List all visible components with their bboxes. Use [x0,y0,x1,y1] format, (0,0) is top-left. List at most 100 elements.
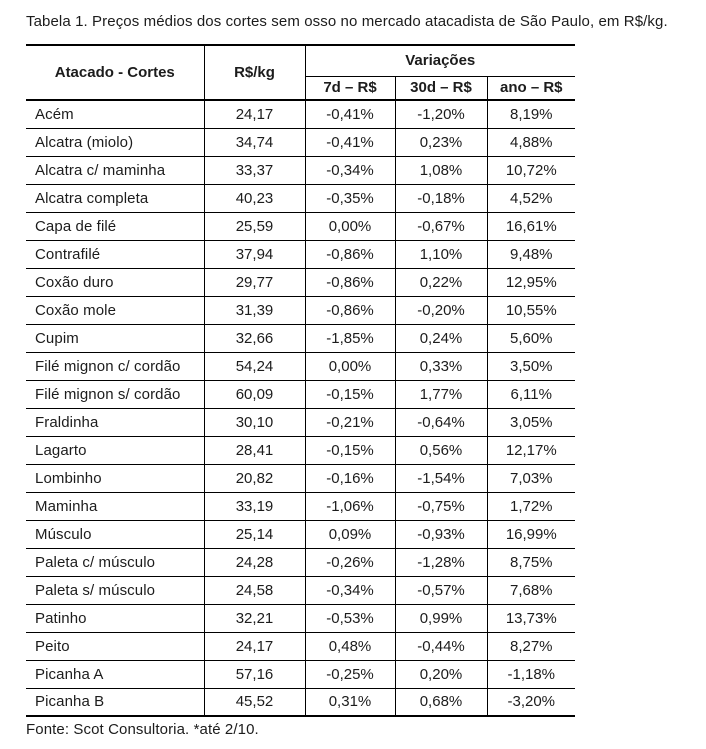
cut-name-cell: Peito [26,632,204,661]
variation-7d-cell: -0,16% [304,464,395,493]
table-row: Alcatra completa 40,23 -0,35% -0,18% 4,5… [26,184,576,213]
variation-30d-cell: 0,20% [394,660,487,689]
variation-7d-cell: -0,41% [304,100,395,129]
variation-year-cell: -1,18% [486,660,576,689]
variation-7d-cell: -0,41% [304,128,395,157]
table-row: Acém 24,17 -0,41% -1,20% 8,19% [26,100,576,129]
variation-year-cell: 8,19% [486,100,576,129]
variation-7d-cell: 0,48% [304,632,395,661]
header-variations-group: Variações [304,45,576,77]
variation-year-cell: 4,52% [486,184,576,213]
price-cell: 24,17 [203,100,305,129]
variation-7d-cell: -0,25% [304,660,395,689]
variation-year-cell: 12,17% [486,436,576,465]
price-cell: 37,94 [203,240,305,269]
price-cell: 31,39 [203,296,305,325]
table-row: Filé mignon c/ cordão 54,24 0,00% 0,33% … [26,352,576,381]
variation-30d-cell: -0,75% [394,492,487,521]
price-cell: 24,28 [203,548,305,577]
table-body: Acém 24,17 -0,41% -1,20% 8,19% Alcatra (… [26,100,576,717]
variation-year-cell: 7,03% [486,464,576,493]
cut-name-cell: Capa de filé [26,212,204,241]
table-row: Cupim 32,66 -1,85% 0,24% 5,60% [26,324,576,353]
variation-year-cell: 4,88% [486,128,576,157]
variation-year-cell: 16,99% [486,520,576,549]
table-header: Atacado - Cortes R$/kg Variações 7d – R$… [26,45,576,101]
variation-30d-cell: -0,67% [394,212,487,241]
variation-30d-cell: -1,28% [394,548,487,577]
table-row: Coxão mole 31,39 -0,86% -0,20% 10,55% [26,296,576,325]
cut-name-cell: Fraldinha [26,408,204,437]
price-cell: 57,16 [203,660,305,689]
table-row: Patinho 32,21 -0,53% 0,99% 13,73% [26,604,576,633]
variation-30d-cell: 0,22% [394,268,487,297]
cut-name-cell: Músculo [26,520,204,549]
table-row: Paleta c/ músculo 24,28 -0,26% -1,28% 8,… [26,548,576,577]
variation-30d-cell: 0,24% [394,324,487,353]
variation-7d-cell: -0,86% [304,240,395,269]
table-title: Tabela 1. Preços médios dos cortes sem o… [26,13,668,30]
table-row: Contrafilé 37,94 -0,86% 1,10% 9,48% [26,240,576,269]
variation-30d-cell: -0,64% [394,408,487,437]
table-row: Paleta s/ músculo 24,58 -0,34% -0,57% 7,… [26,576,576,605]
cut-name-cell: Coxão duro [26,268,204,297]
variation-year-cell: 16,61% [486,212,576,241]
variation-7d-cell: -0,15% [304,436,395,465]
header-var-year: ano – R$ [486,76,576,101]
header-group-row: Atacado - Cortes R$/kg Variações [26,45,576,101]
variation-30d-cell: 0,33% [394,352,487,381]
table-row: Lagarto 28,41 -0,15% 0,56% 12,17% [26,436,576,465]
variation-30d-cell: 0,68% [394,688,487,717]
variation-year-cell: 5,60% [486,324,576,353]
cut-name-cell: Picanha A [26,660,204,689]
table-row: Músculo 25,14 0,09% -0,93% 16,99% [26,520,576,549]
cut-name-cell: Acém [26,100,204,129]
table-row: Alcatra (miolo) 34,74 -0,41% 0,23% 4,88% [26,128,576,157]
header-price-column: R$/kg [203,45,305,101]
variation-30d-cell: -1,54% [394,464,487,493]
cut-name-cell: Contrafilé [26,240,204,269]
table-row: Picanha A 57,16 -0,25% 0,20% -1,18% [26,660,576,689]
variation-30d-cell: -0,57% [394,576,487,605]
variation-7d-cell: -0,26% [304,548,395,577]
variation-year-cell: 6,11% [486,380,576,409]
variation-7d-cell: -0,86% [304,268,395,297]
variation-year-cell: 1,72% [486,492,576,521]
variation-year-cell: 8,75% [486,548,576,577]
price-cell: 30,10 [203,408,305,437]
cut-name-cell: Filé mignon s/ cordão [26,380,204,409]
price-cell: 45,52 [203,688,305,717]
variation-30d-cell: -0,18% [394,184,487,213]
cut-name-cell: Patinho [26,604,204,633]
table-row: Fraldinha 30,10 -0,21% -0,64% 3,05% [26,408,576,437]
cut-name-cell: Filé mignon c/ cordão [26,352,204,381]
variation-year-cell: 9,48% [486,240,576,269]
price-cell: 33,19 [203,492,305,521]
cut-name-cell: Paleta c/ músculo [26,548,204,577]
cut-name-cell: Alcatra (miolo) [26,128,204,157]
variation-30d-cell: 0,56% [394,436,487,465]
price-cell: 24,17 [203,632,305,661]
table-row: Alcatra c/ maminha 33,37 -0,34% 1,08% 10… [26,156,576,185]
cut-name-cell: Coxão mole [26,296,204,325]
variation-30d-cell: 1,08% [394,156,487,185]
variation-7d-cell: -0,21% [304,408,395,437]
variation-year-cell: 8,27% [486,632,576,661]
header-var-30d: 30d – R$ [394,76,487,101]
variation-30d-cell: 0,23% [394,128,487,157]
cut-name-cell: Cupim [26,324,204,353]
variation-30d-cell: 1,77% [394,380,487,409]
cut-name-cell: Lombinho [26,464,204,493]
variation-year-cell: 3,50% [486,352,576,381]
price-table: Atacado - Cortes R$/kg Variações 7d – R$… [26,44,576,717]
cut-name-cell: Alcatra completa [26,184,204,213]
price-cell: 34,74 [203,128,305,157]
variation-30d-cell: -0,44% [394,632,487,661]
price-cell: 54,24 [203,352,305,381]
variation-7d-cell: -1,06% [304,492,395,521]
variation-year-cell: 13,73% [486,604,576,633]
variation-7d-cell: 0,00% [304,212,395,241]
variation-year-cell: 12,95% [486,268,576,297]
table-row: Picanha B 45,52 0,31% 0,68% -3,20% [26,688,576,717]
